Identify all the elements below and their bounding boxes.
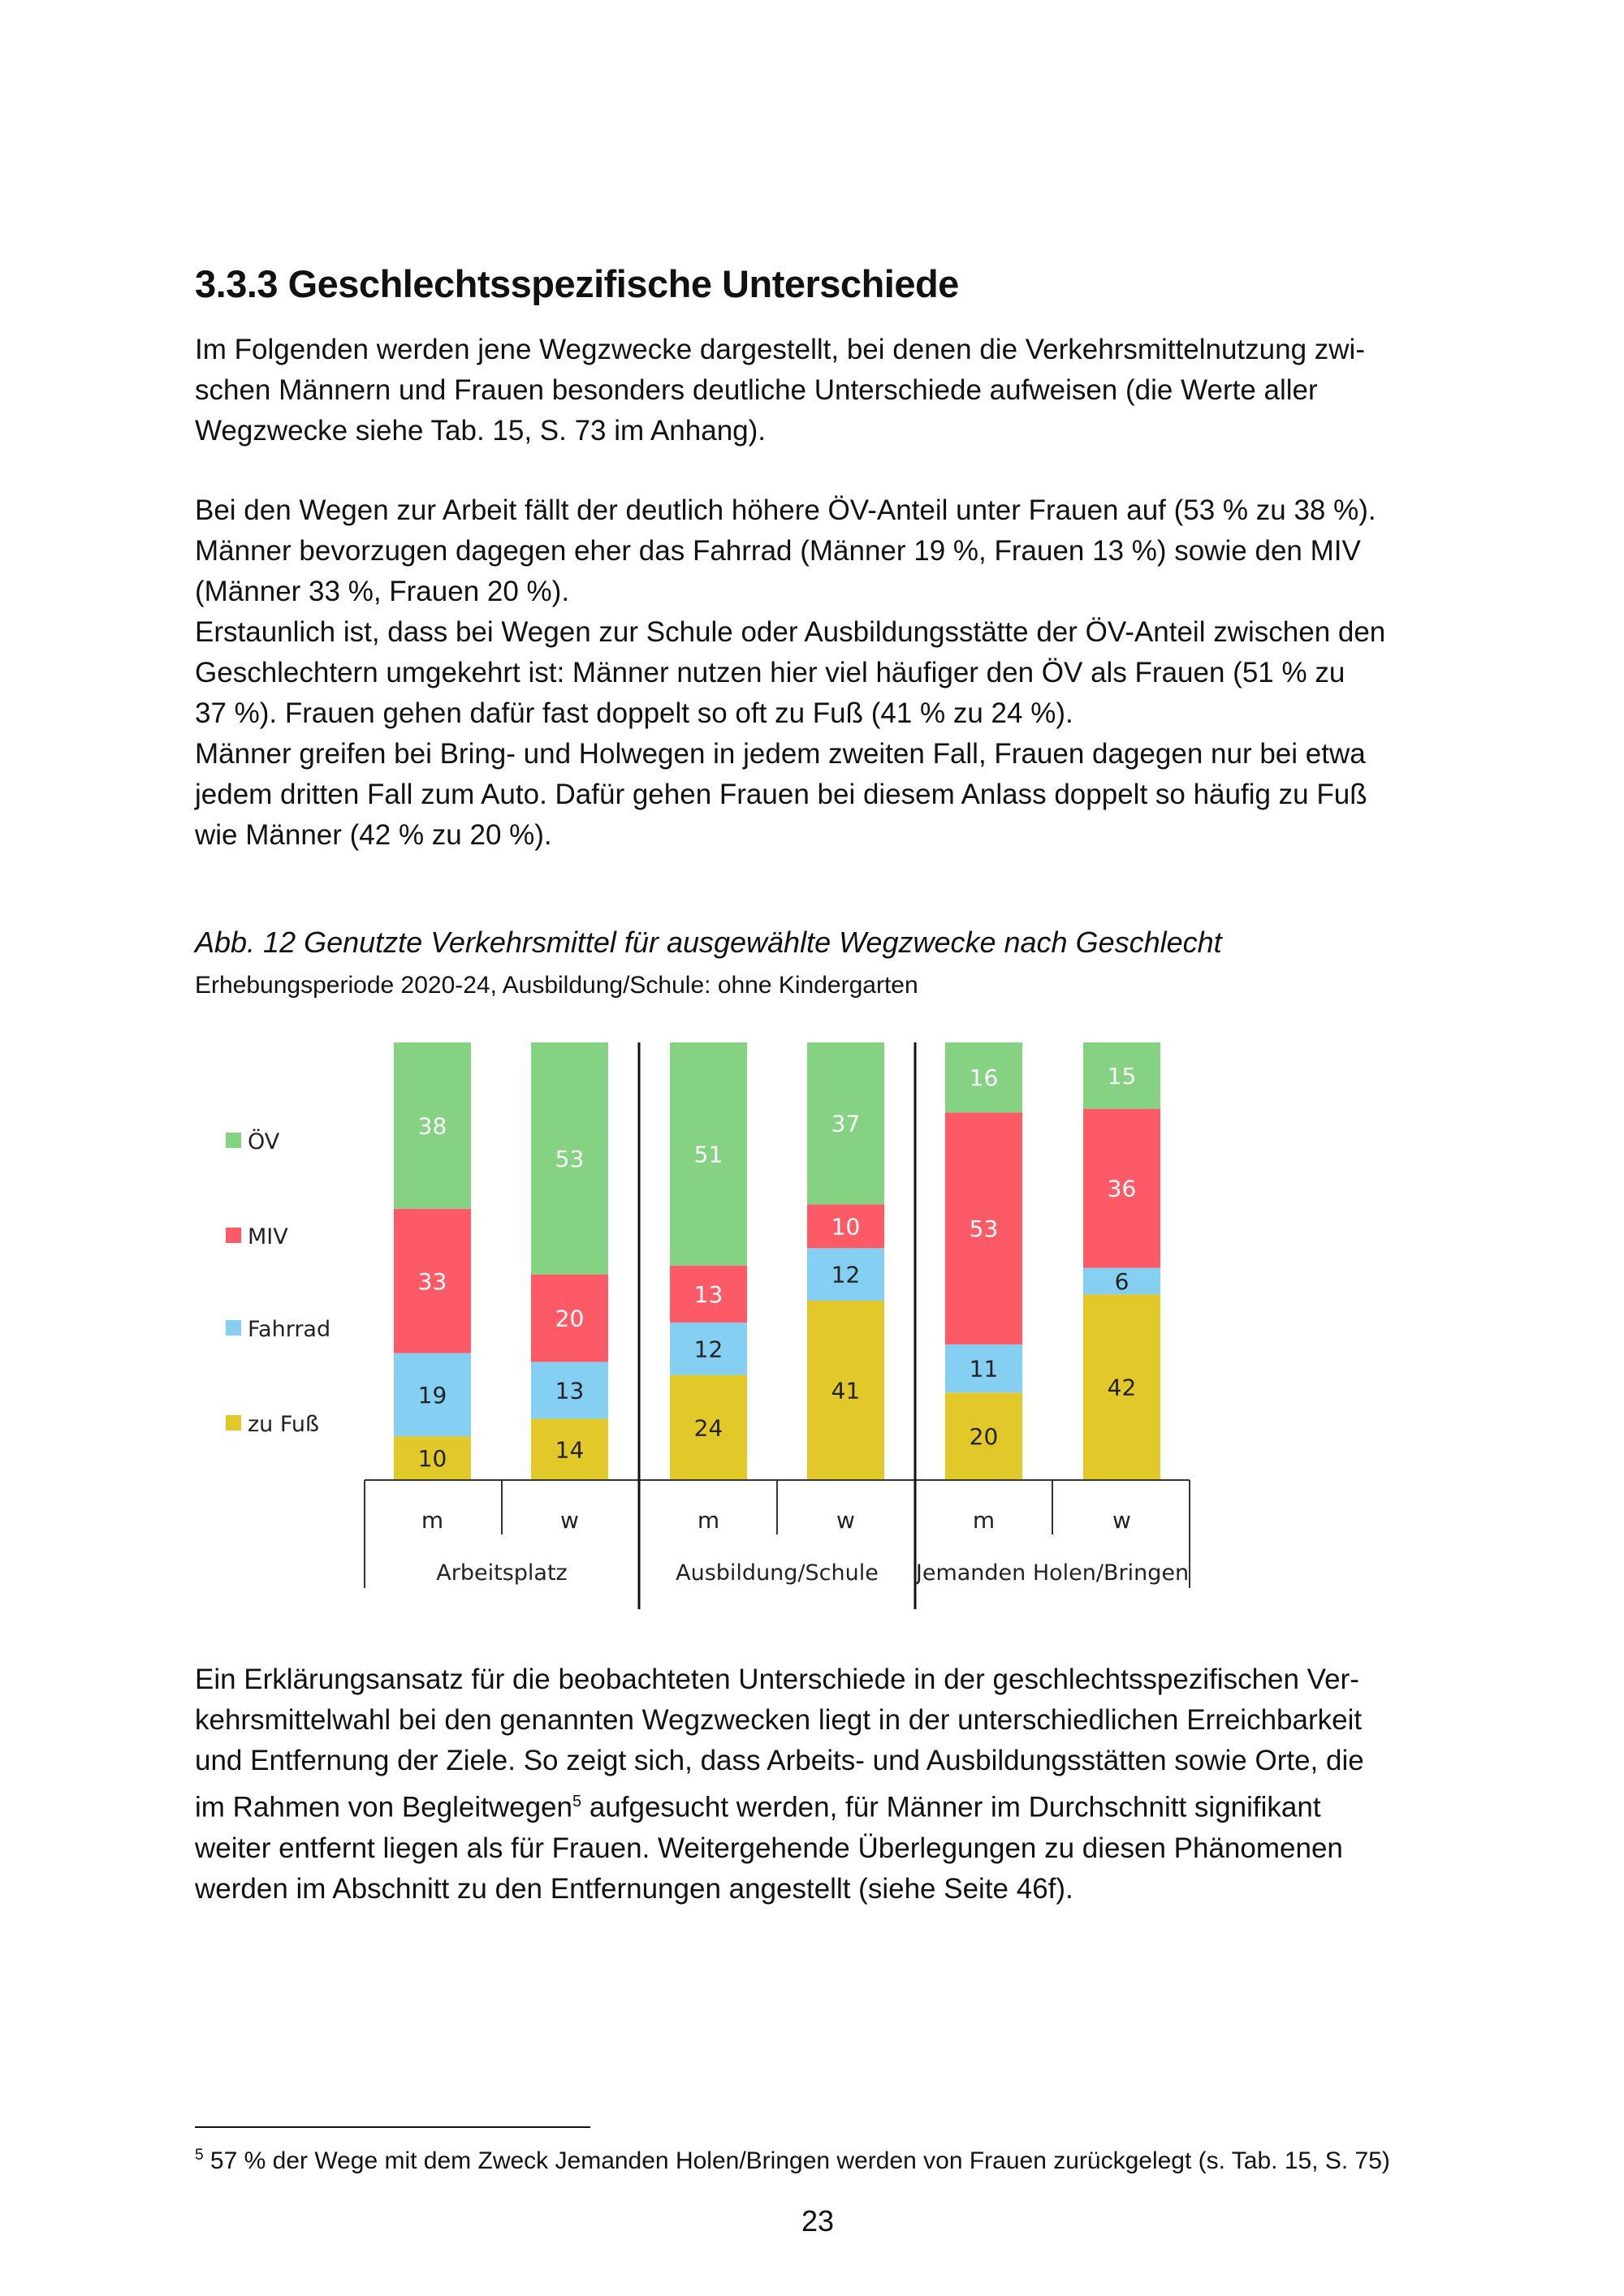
figure-subcaption: Erhebungsperiode 2020-24, Ausbildung/Sch… xyxy=(195,972,918,999)
bar-segment-zu-fu- xyxy=(807,1301,884,1480)
data-label: 20 xyxy=(970,1423,999,1450)
data-label: 12 xyxy=(694,1336,723,1362)
category-label: m xyxy=(973,1507,995,1534)
group-label: Jemanden Holen/Bringen xyxy=(914,1560,1189,1586)
bar-segment-miv xyxy=(531,1274,608,1362)
bar-segment--v xyxy=(945,1042,1022,1113)
bar-segment-miv xyxy=(394,1208,471,1353)
text-span: aufgesucht werden, für Männer im Durchsc… xyxy=(581,1791,1321,1823)
data-label: 41 xyxy=(831,1378,861,1405)
footnote-text: 57 % der Wege mit dem Zweck Jemanden Hol… xyxy=(203,2147,1390,2174)
text-line: Bei den Wegen zur Arbeit fällt der deutl… xyxy=(195,494,1376,526)
bar-segment--v xyxy=(1083,1042,1160,1109)
text-line: Männer bevorzugen dagegen eher das Fahrr… xyxy=(195,535,1361,567)
bar-segment-zu-fu- xyxy=(670,1375,747,1480)
data-label: 12 xyxy=(831,1262,861,1288)
data-label: 19 xyxy=(418,1382,447,1409)
bar-segment-zu-fu- xyxy=(1083,1294,1160,1480)
text-line: Im Folgenden werden jene Wegzwecke darge… xyxy=(195,334,1365,365)
data-label: 11 xyxy=(970,1356,999,1383)
text-line: schen Männern und Frauen besonders deutl… xyxy=(195,374,1318,406)
bar-segment--v xyxy=(670,1042,747,1266)
category-label: w xyxy=(836,1507,855,1534)
data-label: 16 xyxy=(970,1064,999,1091)
data-label: 33 xyxy=(418,1268,447,1295)
text-line: Geschlechtern umgekehrt ist: Männer nutz… xyxy=(195,657,1345,688)
bar-segment--v xyxy=(394,1042,471,1209)
bar-segment-fahrrad xyxy=(531,1362,608,1419)
text-line: im Rahmen von Begleitwegen5 aufgesucht w… xyxy=(195,1781,1364,1828)
bar-segment-zu-fu- xyxy=(394,1436,471,1480)
text-line: kehrsmittelwahl bei den genannten Wegzwe… xyxy=(195,1704,1363,1736)
legend-swatch xyxy=(226,1133,241,1148)
text-line: Erstaunlich ist, dass bei Wegen zur Schu… xyxy=(195,616,1386,648)
bar-segment-fahrrad xyxy=(670,1322,747,1375)
group-label: Ausbildung/Schule xyxy=(676,1560,879,1586)
text-line: (Männer 33 %, Frauen 20 %). xyxy=(195,576,570,607)
explanation-paragraph: Ein Erklärungsansatz für die beobachtete… xyxy=(195,1659,1364,1910)
category-label: m xyxy=(421,1507,443,1534)
bar-segment-zu-fu- xyxy=(531,1418,608,1480)
figure-caption: Abb. 12 Genutzte Verkehrsmittel für ausg… xyxy=(195,926,1222,959)
text-line: Männer greifen bei Bring- und Holwegen i… xyxy=(195,738,1366,770)
text-span: im Rahmen von Begleitwegen xyxy=(195,1791,572,1823)
data-label: 42 xyxy=(1108,1375,1137,1401)
category-label: w xyxy=(1112,1507,1131,1534)
footnote-divider xyxy=(195,2126,590,2128)
data-label: 10 xyxy=(418,1445,447,1472)
category-label: w xyxy=(560,1507,579,1534)
data-label: 10 xyxy=(831,1213,861,1240)
data-label: 24 xyxy=(694,1414,723,1441)
legend-label: Fahrrad xyxy=(248,1317,330,1342)
bar-segment-fahrrad xyxy=(807,1248,884,1301)
text-line: und Entfernung der Ziele. So zeigt sich,… xyxy=(195,1745,1364,1776)
bar-segment-miv xyxy=(945,1112,1022,1344)
group-label: Arbeitsplatz xyxy=(436,1560,567,1586)
text-line: werden im Abschnitt zu den Entfernungen … xyxy=(195,1872,1073,1905)
page-number: 23 xyxy=(801,2204,835,2238)
bar-segment-miv xyxy=(807,1204,884,1249)
bar-segment--v xyxy=(531,1042,608,1275)
legend-label: zu Fuß xyxy=(248,1412,319,1437)
bar-segment-fahrrad xyxy=(1083,1267,1160,1295)
text-line: Wegzwecke siehe Tab. 15, S. 73 im Anhang… xyxy=(195,415,767,447)
stacked-bar-chart: 10 19 33 38 m 14 13 20 53 w 24 12 13 51 m 41 12 10 37 w 20 11… xyxy=(226,1042,1190,1609)
footnote-marker: 5 xyxy=(195,2147,204,2164)
data-label: 37 xyxy=(831,1111,861,1137)
data-label: 36 xyxy=(1108,1176,1137,1202)
legend-label: ÖV xyxy=(248,1129,280,1154)
data-label: 53 xyxy=(555,1146,585,1172)
findings-paragraph: Bei den Wegen zur Arbeit fällt der deutl… xyxy=(195,490,1385,856)
data-label: 38 xyxy=(418,1112,447,1139)
bar-segment--v xyxy=(807,1042,884,1205)
text-line: wie Männer (42 % zu 20 %). xyxy=(195,819,552,851)
legend-swatch xyxy=(226,1415,241,1431)
section-heading: 3.3.3 Geschlechtsspezifische Unterschied… xyxy=(195,262,959,305)
data-label: 53 xyxy=(970,1215,999,1242)
bar-segment-zu-fu- xyxy=(945,1392,1022,1480)
text-line: jedem dritten Fall zum Auto. Dafür gehen… xyxy=(195,779,1367,810)
legend-swatch xyxy=(226,1320,241,1336)
bar-segment-fahrrad xyxy=(945,1344,1022,1393)
text-line: weiter entfernt liegen als für Frauen. W… xyxy=(195,1832,1343,1864)
bar-segment-miv xyxy=(670,1265,747,1323)
data-label: 15 xyxy=(1108,1063,1137,1090)
legend-swatch xyxy=(226,1228,241,1243)
legend-label: MIV xyxy=(248,1224,288,1249)
category-label: m xyxy=(698,1507,719,1534)
data-label: 13 xyxy=(555,1378,585,1405)
bar-segment-miv xyxy=(1083,1108,1160,1268)
data-label: 14 xyxy=(555,1436,585,1463)
data-label: 6 xyxy=(1115,1268,1129,1295)
data-label: 51 xyxy=(694,1141,723,1167)
text-line: Ein Erklärungsansatz für die beobachtete… xyxy=(195,1664,1359,1695)
footnote: 5 57 % der Wege mit dem Zweck Jemanden H… xyxy=(195,2147,1390,2175)
text-line: 37 %). Frauen gehen dafür fast doppelt s… xyxy=(195,697,1073,729)
data-label: 20 xyxy=(555,1306,585,1332)
data-label: 13 xyxy=(694,1281,723,1308)
intro-paragraph: Im Folgenden werden jene Wegzwecke darge… xyxy=(195,330,1365,451)
footnote-reference[interactable]: 5 xyxy=(572,1793,582,1810)
bar-segment-fahrrad xyxy=(394,1353,471,1437)
